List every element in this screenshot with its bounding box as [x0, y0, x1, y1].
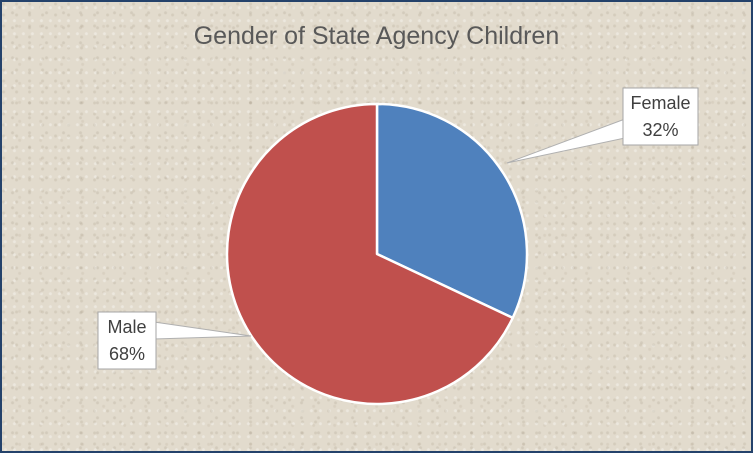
- female-callout-box: [622, 87, 699, 146]
- female-callout-value: 32%: [642, 120, 678, 140]
- male-callout-label: Male: [107, 317, 146, 337]
- pie-slices: [225, 102, 529, 406]
- male-callout-pointer: [153, 321, 252, 340]
- female-callout-label: Female: [630, 93, 690, 113]
- pie-slice-female: [375, 102, 529, 320]
- pie-slice-male: [225, 102, 514, 406]
- chart-title: Gender of State Agency Children: [193, 22, 560, 50]
- male-callout-box: [97, 311, 157, 370]
- male-callout-value: 68%: [109, 344, 145, 364]
- female-callout-pointer: [506, 118, 626, 164]
